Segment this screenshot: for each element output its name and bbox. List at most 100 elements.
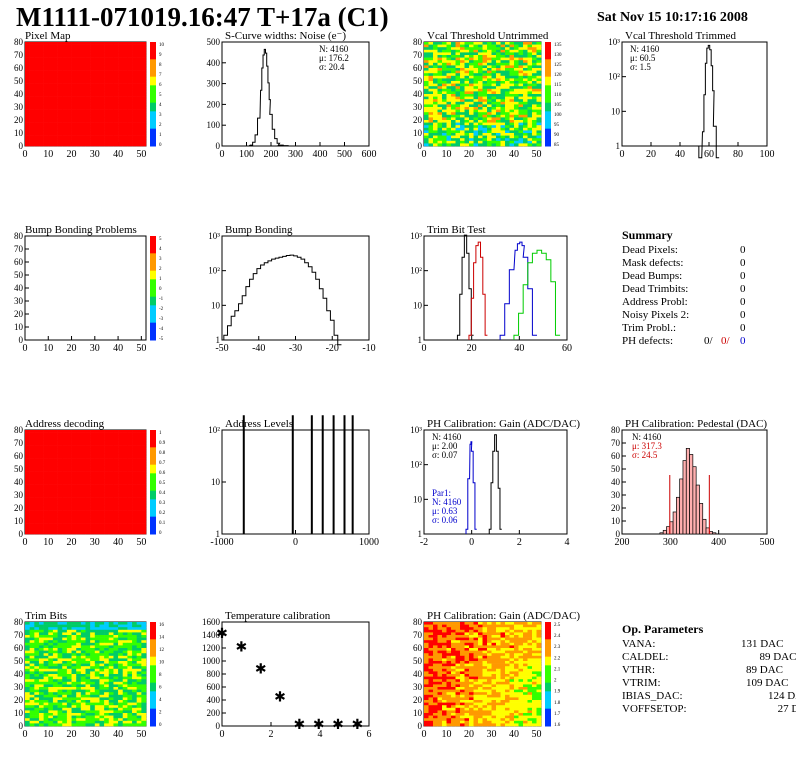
heatmap-cell xyxy=(25,700,30,703)
heatmap-cell xyxy=(428,104,434,108)
heatmap-cell xyxy=(94,120,100,123)
heatmap-cell xyxy=(491,83,497,87)
heatmap-cell xyxy=(99,707,105,711)
heatmap-cell xyxy=(94,466,100,470)
heatmap-cell xyxy=(113,138,119,142)
heatmap-cell xyxy=(122,461,128,465)
heatmap-cell xyxy=(66,453,72,457)
palette-swatch xyxy=(150,128,156,138)
heatmap-cell xyxy=(136,456,142,459)
heatmap-cell xyxy=(113,508,119,511)
heatmap-cell xyxy=(99,692,105,696)
heatmap-cell xyxy=(99,661,105,664)
heatmap-cell xyxy=(108,502,114,506)
heatmap-cell xyxy=(509,107,515,110)
heatmap-cell xyxy=(62,723,68,727)
heatmap-cell xyxy=(52,482,58,485)
heatmap-cell xyxy=(43,83,49,87)
heatmap-cell xyxy=(132,518,137,522)
heatmap-cell xyxy=(99,674,105,677)
heatmap-cell xyxy=(48,65,54,69)
heatmap-cell xyxy=(108,528,114,532)
heatmap-cell xyxy=(25,445,30,449)
heatmap-cell xyxy=(136,515,142,519)
heatmap-cell xyxy=(108,655,114,659)
heatmap-cell xyxy=(99,482,105,485)
heatmap-cell xyxy=(62,707,68,711)
heatmap-cell xyxy=(491,49,497,53)
heatmap-cell xyxy=(94,86,100,90)
heatmap-cell xyxy=(132,432,137,436)
heatmap-cell xyxy=(94,715,100,719)
heatmap-cell xyxy=(469,88,474,92)
heatmap-cell xyxy=(90,528,96,532)
heatmap-cell xyxy=(136,75,142,79)
heatmap-cell xyxy=(132,663,137,667)
heatmap-cell xyxy=(29,99,35,103)
heatmap-cell xyxy=(113,479,119,483)
heatmap-cell xyxy=(94,445,100,449)
heatmap-cell xyxy=(523,47,528,51)
heatmap-cell xyxy=(455,648,461,651)
heatmap-cell xyxy=(62,642,68,646)
heatmap-cell xyxy=(141,510,147,514)
heatmap-cell xyxy=(34,107,40,110)
heatmap-cell xyxy=(113,140,119,144)
x-tick-label: 50 xyxy=(136,729,146,740)
heatmap-cell xyxy=(52,710,58,714)
heatmap-cell xyxy=(118,684,124,688)
hist-bar xyxy=(702,518,707,535)
heatmap-cell xyxy=(52,127,58,131)
heatmap-cell xyxy=(29,508,35,511)
heatmap-cell xyxy=(141,622,147,625)
heatmap-cell xyxy=(532,640,537,644)
heatmap-cell xyxy=(122,96,128,100)
heatmap-cell xyxy=(43,133,49,136)
heatmap-cell xyxy=(122,104,128,108)
heatmap-cell xyxy=(473,635,479,638)
heatmap-cell xyxy=(455,120,461,123)
heatmap-cell xyxy=(442,101,447,105)
heatmap-cell xyxy=(38,47,44,51)
heatmap-cell xyxy=(25,624,30,628)
heatmap-cell xyxy=(136,73,142,77)
heatmap-cell xyxy=(108,661,114,664)
heatmap-cell xyxy=(464,140,470,144)
heatmap-cell xyxy=(66,430,72,433)
heatmap-cell xyxy=(85,707,91,711)
heatmap-cell xyxy=(76,715,82,719)
heatmap-cell xyxy=(532,117,537,121)
palette-swatch xyxy=(150,102,156,112)
heatmap-cell xyxy=(487,627,492,631)
heatmap-cell xyxy=(446,117,452,121)
heatmap-cell xyxy=(113,476,119,480)
heatmap-cell xyxy=(71,81,77,84)
heatmap-cell xyxy=(132,107,137,110)
heatmap-cell xyxy=(71,627,77,631)
heatmap-cell xyxy=(136,55,142,58)
heatmap-cell xyxy=(451,143,456,147)
heatmap-cell xyxy=(29,720,35,724)
x-tick-label: 20 xyxy=(646,149,656,160)
heatmap-cell xyxy=(428,62,434,66)
heatmap-cell xyxy=(469,73,474,77)
heatmap-cell xyxy=(52,510,58,514)
heatmap-cell xyxy=(424,648,429,651)
heatmap-cell xyxy=(25,143,30,147)
heatmap-cell xyxy=(38,81,44,84)
heatmap-cell xyxy=(38,484,44,488)
heatmap-cell xyxy=(52,655,58,659)
heatmap-cell xyxy=(94,687,100,690)
heatmap-cell xyxy=(66,86,72,90)
y-tick-label: 80 xyxy=(14,37,24,47)
heatmap-cell xyxy=(469,637,474,641)
heatmap-cell xyxy=(122,453,128,457)
heatmap-cell xyxy=(94,476,100,480)
heatmap-cell xyxy=(52,627,58,631)
heatmap-cell xyxy=(38,702,44,706)
heatmap-cell xyxy=(446,127,452,131)
heatmap-cell xyxy=(122,57,128,61)
chart-title: Vcal Threshold Trimmed xyxy=(625,30,737,42)
heatmap-cell xyxy=(469,629,474,633)
